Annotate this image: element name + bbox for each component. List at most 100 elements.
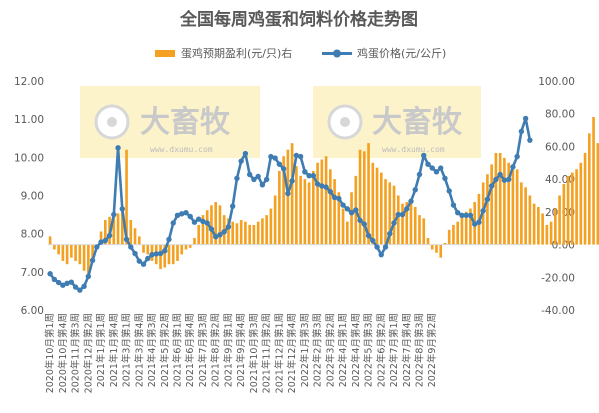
bar xyxy=(261,218,264,245)
line-point xyxy=(527,137,533,143)
line-point xyxy=(480,208,486,214)
bar xyxy=(112,215,116,245)
line-point xyxy=(306,172,312,179)
line-point xyxy=(319,183,325,189)
line-point xyxy=(72,284,79,290)
watermark-logo-dot-icon xyxy=(340,117,350,127)
bar xyxy=(78,244,82,265)
bar xyxy=(592,116,595,245)
bar xyxy=(116,213,120,245)
line-point xyxy=(310,172,317,179)
line-point xyxy=(331,194,338,201)
legend-label-line: 鸡蛋价格(元/公斤) xyxy=(357,46,446,60)
bar xyxy=(269,208,273,245)
bar xyxy=(239,220,243,245)
line-point xyxy=(387,230,393,237)
y-left-tick-label: 12.00 xyxy=(14,76,44,88)
bar xyxy=(324,156,328,245)
line-point xyxy=(106,232,113,239)
y-left-tick-label: 8.00 xyxy=(21,229,44,241)
bar xyxy=(396,195,400,245)
y-axis-left: 6.00 7.00 8.00 9.00 10.00 11.00 12.00 xyxy=(14,76,44,317)
bar xyxy=(205,210,209,245)
bar xyxy=(545,224,549,245)
bar xyxy=(286,149,290,245)
bar xyxy=(61,244,65,261)
line-point xyxy=(259,182,266,188)
line-point xyxy=(179,211,185,217)
bar xyxy=(299,175,302,245)
bar xyxy=(129,220,133,245)
x-tick-label: 2022年5月第3周 xyxy=(363,313,375,387)
line-point xyxy=(463,212,469,219)
line-point xyxy=(246,171,253,178)
line-point xyxy=(416,171,423,178)
line-point xyxy=(136,258,142,264)
bar xyxy=(235,223,239,245)
line-point xyxy=(522,115,529,122)
y-left-tick-label: 9.00 xyxy=(21,191,44,203)
bar xyxy=(452,224,455,245)
bar xyxy=(541,213,544,245)
bar xyxy=(163,244,167,268)
line-point xyxy=(272,155,278,161)
watermarks: 大畜牧 www.dxumu.com 大畜牧 www.dxumu.com xyxy=(80,86,481,158)
line-point xyxy=(438,165,444,171)
bar xyxy=(558,195,561,245)
line-point xyxy=(353,207,359,213)
line-point xyxy=(302,169,308,175)
bar xyxy=(571,172,574,245)
line-point xyxy=(98,239,104,245)
line-point xyxy=(455,209,461,216)
bar xyxy=(507,162,510,245)
watermark-brand-right: 大畜牧 xyxy=(372,105,463,140)
y-right-tick-label: 40.00 xyxy=(545,174,575,186)
bar xyxy=(91,244,94,260)
bar xyxy=(596,143,599,245)
line-point xyxy=(497,171,503,178)
line-point xyxy=(238,158,244,164)
line-point xyxy=(55,279,62,286)
bar xyxy=(579,162,583,245)
line-point xyxy=(149,251,155,258)
bar xyxy=(379,172,383,245)
x-tick-label: 2020年10月第1周 xyxy=(44,313,56,393)
line-point xyxy=(183,209,189,216)
line-point xyxy=(145,255,151,262)
x-tick-label: 2021年9月第1周 xyxy=(222,313,234,387)
line-point xyxy=(255,173,261,180)
x-tick-label: 2021年10月第3周 xyxy=(248,313,260,393)
y-right-tick-label: -40.00 xyxy=(541,305,575,317)
bar xyxy=(273,195,277,245)
watermark-left: 大畜牧 www.dxumu.com xyxy=(80,86,260,158)
line-point xyxy=(251,176,257,183)
line-point xyxy=(365,232,372,239)
x-tick-label: 2021年6月第4周 xyxy=(184,313,196,387)
bar xyxy=(142,244,145,253)
bar xyxy=(214,202,218,245)
bar xyxy=(180,244,184,255)
x-tick-label: 2021年3月第1周 xyxy=(121,313,133,387)
line-point xyxy=(196,216,202,222)
bar xyxy=(278,170,281,245)
bar xyxy=(188,244,192,248)
bar xyxy=(290,143,294,245)
chart-title: 全国每周鸡蛋和饲料价格走势图 xyxy=(179,9,418,30)
x-tick-label: 2022年6月第2周 xyxy=(375,313,387,387)
watermark-logo-dot-icon xyxy=(107,117,117,127)
line-point xyxy=(314,181,321,187)
bar xyxy=(201,215,205,245)
line-point xyxy=(140,261,147,267)
bar xyxy=(210,205,213,245)
line-point xyxy=(280,166,287,172)
bar xyxy=(133,228,137,245)
line-point xyxy=(327,188,334,195)
line-point xyxy=(370,237,376,244)
bar xyxy=(498,152,502,245)
bar xyxy=(464,211,468,245)
line-point xyxy=(446,188,452,194)
x-tick-label: 2021年1月第1周 xyxy=(95,313,107,387)
bar xyxy=(341,208,345,245)
bar xyxy=(256,221,260,245)
x-tick-label: 2022年8月第3周 xyxy=(413,313,425,387)
